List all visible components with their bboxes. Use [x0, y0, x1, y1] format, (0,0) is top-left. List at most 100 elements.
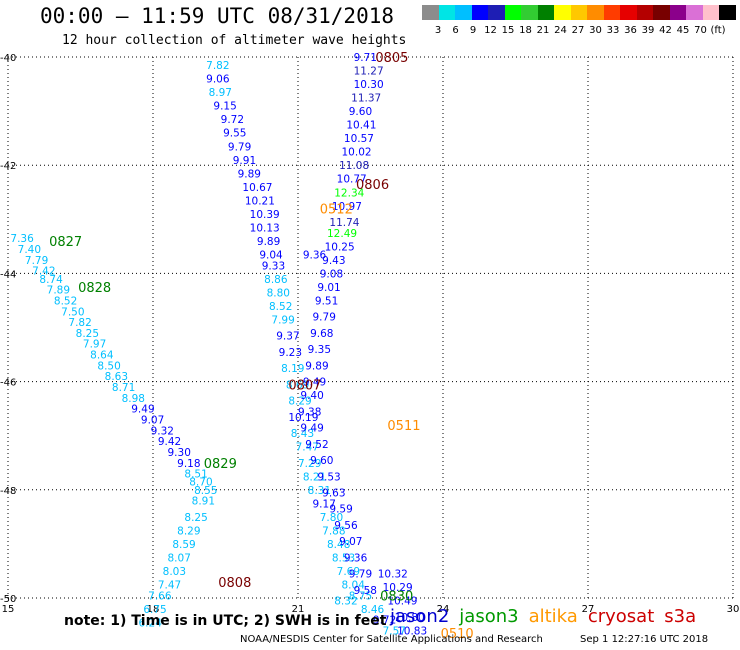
wave-height-label: 7.82	[68, 317, 91, 329]
wave-height-label: 8.50	[97, 360, 120, 372]
scale-swatch	[702, 5, 720, 20]
wave-height-label: 9.56	[334, 520, 358, 532]
wave-height-label: 8.04	[342, 579, 366, 591]
scale-swatch	[471, 5, 489, 20]
wave-height-label: 9.59	[329, 504, 352, 516]
scale-swatch	[504, 5, 522, 20]
wave-height-label: 8.98	[122, 393, 145, 405]
wave-height-label: 10.30	[354, 79, 384, 91]
scale-swatch	[620, 5, 637, 20]
wave-height-label: 8.80	[267, 287, 290, 299]
wave-height-label: 9.72	[373, 615, 396, 627]
wave-height-label: 9.33	[262, 260, 285, 272]
y-tick-label: -48	[0, 486, 16, 497]
wave-height-label: 9.30	[168, 447, 191, 459]
scale-label: (ft)	[710, 25, 726, 36]
wave-height-label: 10.21	[245, 195, 275, 207]
wave-height-label: 9.17	[313, 498, 336, 510]
wave-height-label: 9.89	[305, 360, 328, 372]
wave-height-label: 8.69	[286, 379, 309, 391]
scale-label: 33	[606, 25, 620, 36]
scale-label: 42	[659, 25, 672, 36]
scale-label: 6	[452, 25, 459, 36]
wave-height-label: 7.79	[25, 255, 48, 267]
scale-label: 21	[536, 25, 550, 36]
wave-height-label: 10.13	[250, 222, 280, 234]
wave-height-label: 9.42	[158, 436, 181, 448]
wave-height-label: 9.18	[177, 458, 200, 470]
wave-height-label: 7.66	[148, 590, 172, 602]
scale-label: 9	[469, 25, 477, 36]
wave-height-label: 9.07	[141, 414, 164, 426]
wave-height-label: 9.60	[349, 106, 372, 118]
wave-height-label: 9.49	[300, 423, 323, 435]
wave-height-label: 8.59	[172, 539, 195, 551]
wave-height-label: 10.32	[378, 569, 408, 581]
wave-height-label: 10.19	[288, 412, 318, 424]
scale-label: 45	[676, 25, 690, 36]
wave-height-label: 9.63	[322, 488, 345, 500]
legend-entry-jason2: jason2	[390, 606, 450, 627]
wave-height-label: 9.89	[238, 168, 261, 180]
legend-entry-s3a: s3a	[664, 606, 697, 627]
wave-height-label: 7.99	[271, 314, 294, 326]
wave-height-label: 9.91	[233, 155, 256, 167]
wave-height-label: 8.53	[332, 552, 355, 564]
wave-height-label: 8.71	[112, 382, 135, 394]
scale-swatch	[438, 5, 456, 20]
note-text: note: 1) Time is in UTC; 2) SWH is in fe…	[64, 613, 387, 629]
scale-label: 15	[501, 25, 515, 36]
scale-label: 18	[519, 25, 532, 36]
wave-height-label: 9.51	[315, 295, 338, 307]
wave-height-label: 7.50	[61, 306, 84, 318]
wave-height-label: 8.52	[54, 295, 77, 307]
wave-height-label: 7.82	[206, 60, 229, 72]
wave-height-label: 8.31	[308, 485, 331, 497]
pass-time-label: 0806	[356, 178, 389, 193]
y-tick-label: -46	[0, 378, 16, 389]
wave-height-label: 8.86	[264, 274, 288, 286]
scale-swatch	[554, 5, 571, 20]
page-subtitle: 12 hour collection of altimeter wave hei…	[62, 33, 407, 48]
scale-label: 70	[694, 25, 707, 36]
wave-height-label: 9.89	[257, 236, 280, 248]
wave-height-label: 8.52	[269, 301, 292, 313]
wave-height-label: 10.49	[387, 596, 417, 608]
wave-height-label: 10.83	[397, 625, 427, 637]
y-tick-label: -42	[0, 161, 16, 172]
wave-height-label: 8.46	[361, 604, 385, 616]
wave-height-label: 9.37	[276, 331, 299, 343]
wave-height-label: 10.41	[346, 120, 376, 132]
wave-height-label: 7.47	[296, 442, 319, 454]
wave-height-label: 9.01	[317, 282, 340, 294]
wave-height-label: 10.02	[342, 147, 372, 159]
wave-height-label: 7.57	[383, 625, 406, 637]
scale-label: 30	[589, 25, 602, 36]
scale-label: 27	[571, 25, 585, 36]
wave-height-label: 8.74	[39, 274, 63, 286]
wave-height-label: 7.36	[10, 233, 34, 245]
wave-height-label: 8.43	[291, 428, 314, 440]
pass-time-label: 0830	[380, 589, 413, 604]
wave-height-label: 9.55	[223, 128, 246, 140]
scale-label: 12	[484, 25, 497, 36]
wave-height-label: 7.42	[32, 266, 55, 278]
wave-height-label: 8.64	[90, 350, 114, 362]
wave-height-label: 8.97	[209, 87, 232, 99]
wave-height-label: 8.03	[163, 566, 186, 578]
wave-height-label: 9.60	[310, 455, 333, 467]
x-tick-label: 15	[2, 604, 15, 615]
pass-time-label: 0808	[218, 576, 251, 591]
wave-height-label: 7.69	[337, 566, 360, 578]
wave-height-label: 8.32	[334, 596, 357, 608]
scale-swatch	[537, 5, 555, 20]
scale-swatch	[455, 5, 472, 20]
wave-height-label: 9.32	[151, 425, 174, 437]
wave-height-label: 9.49	[303, 377, 326, 389]
wave-height-label: 9.07	[339, 536, 362, 548]
x-tick-label: 24	[437, 604, 450, 615]
legend-entry-altika: altika	[528, 606, 578, 627]
wave-height-label: 8.25	[76, 328, 99, 340]
y-tick-label: -40	[0, 53, 16, 64]
